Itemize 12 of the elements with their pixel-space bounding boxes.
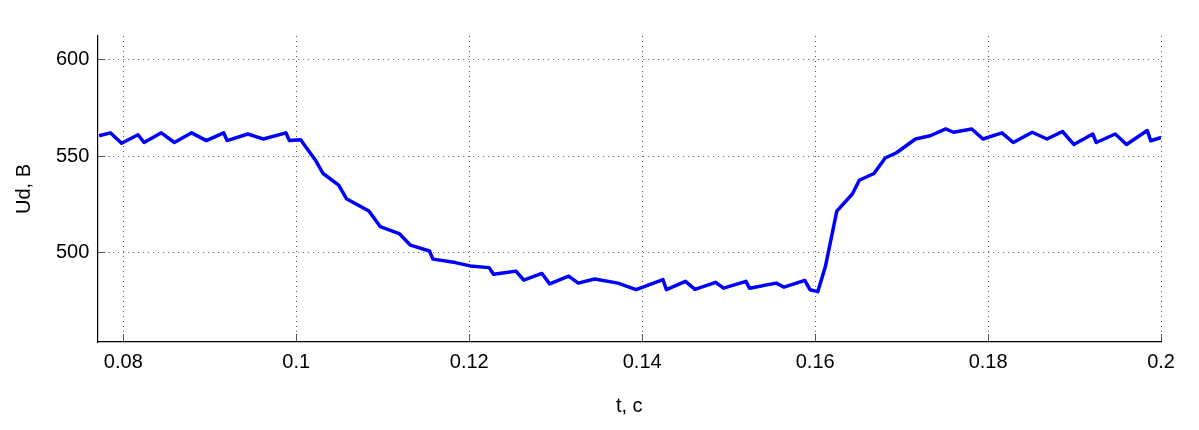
x-axis-title: t, c	[615, 393, 643, 416]
y-tick-label: 600	[55, 46, 90, 69]
y-tick-label: 500	[55, 240, 90, 263]
y-tick-label: 550	[55, 143, 90, 166]
x-tick-label: 0.16	[795, 349, 835, 372]
x-tick-label: 0.18	[968, 349, 1008, 372]
x-tick-label: 0.08	[103, 349, 143, 372]
x-tick-label: 0.12	[449, 349, 489, 372]
y-axis-title: Ud, B	[11, 163, 34, 215]
x-tick-label: 0.1	[282, 349, 311, 372]
x-tick-label: 0.2	[1147, 349, 1175, 372]
x-tick-label: 0.14	[622, 349, 662, 372]
